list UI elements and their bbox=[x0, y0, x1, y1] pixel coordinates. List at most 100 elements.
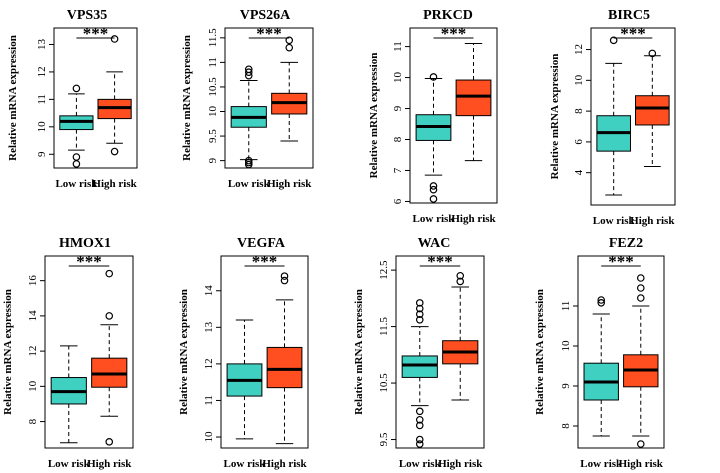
x-category-label: High risk bbox=[87, 458, 132, 470]
y-tick-label: 11.5 bbox=[378, 317, 390, 336]
y-tick-label: 11 bbox=[207, 57, 219, 68]
box-high-risk bbox=[266, 346, 303, 389]
plot-frame bbox=[224, 27, 314, 169]
panel-title: WAC bbox=[418, 236, 451, 251]
y-tick-label: 11 bbox=[203, 395, 215, 406]
plot-frame bbox=[577, 255, 665, 449]
y-tick-label: 10 bbox=[36, 121, 48, 133]
y-tick-label: 12 bbox=[203, 358, 215, 369]
outlier-point bbox=[415, 435, 424, 444]
panel-title: VPS26A bbox=[240, 8, 291, 23]
significance-stars: *** bbox=[252, 252, 278, 271]
outlier-point bbox=[415, 407, 424, 416]
outlier-point bbox=[244, 71, 253, 80]
x-category-label: High risk bbox=[92, 178, 137, 190]
box-low-risk bbox=[401, 355, 438, 378]
outlier-point bbox=[285, 36, 294, 45]
y-tick-label: 10 bbox=[573, 74, 585, 86]
y-tick-label: 6 bbox=[392, 198, 404, 204]
y-axis-label: Relative mRNA expression bbox=[368, 53, 380, 179]
y-tick-label: 14 bbox=[27, 310, 39, 322]
y-tick-label: 10 bbox=[27, 380, 39, 392]
outlier-point bbox=[609, 36, 618, 45]
x-category-label: High risk bbox=[262, 458, 307, 470]
outlier-point bbox=[415, 440, 424, 448]
outlier-point bbox=[244, 160, 253, 169]
y-tick-label: 16 bbox=[27, 275, 39, 287]
panel-vps35: VPS35 Relative mRNA expression 9 10 11 12 13 Lo… bbox=[7, 8, 138, 190]
outlier-point bbox=[280, 276, 289, 285]
x-category-label: High risk bbox=[619, 458, 664, 470]
panel-title: HMOX1 bbox=[59, 236, 111, 251]
y-tick-label: 9 bbox=[392, 105, 404, 111]
outlier-point bbox=[636, 440, 645, 448]
outlier-point bbox=[415, 415, 424, 424]
y-axis-label: Relative mRNA expression bbox=[549, 54, 561, 180]
significance-stars: *** bbox=[620, 24, 646, 43]
outlier-point bbox=[110, 147, 119, 156]
plot-frame bbox=[220, 255, 309, 449]
outlier-point bbox=[636, 274, 645, 282]
y-axis-label: Relative mRNA expression bbox=[7, 35, 19, 161]
y-tick-label: 12.5 bbox=[378, 260, 390, 280]
y-tick-label: 10 bbox=[203, 431, 215, 443]
outlier-point bbox=[456, 277, 465, 286]
x-category-label: Low risk bbox=[48, 458, 91, 470]
outlier-point bbox=[636, 294, 645, 302]
outlier-point bbox=[597, 298, 606, 307]
outlier-point bbox=[429, 195, 438, 203]
y-tick-label: 9.5 bbox=[207, 129, 219, 143]
outlier-point bbox=[415, 421, 424, 430]
y-tick-label: 4 bbox=[573, 169, 585, 175]
x-category-label: Low risk bbox=[413, 213, 456, 225]
x-category-label: Low risk bbox=[399, 458, 442, 470]
y-axis-label: Relative mRNA expression bbox=[534, 289, 546, 415]
outlier-point bbox=[456, 271, 465, 280]
outlier-point bbox=[429, 185, 438, 194]
outlier-point bbox=[415, 316, 424, 324]
x-category-label: Low risk bbox=[593, 215, 636, 227]
y-tick-label: 10 bbox=[392, 72, 404, 84]
outlier-point bbox=[597, 296, 606, 304]
plot-frame bbox=[53, 27, 138, 169]
y-tick-label: 7 bbox=[392, 167, 404, 173]
significance-stars: *** bbox=[608, 252, 634, 271]
y-tick-label: 9 bbox=[36, 151, 48, 157]
outlier-point bbox=[648, 49, 657, 58]
x-category-label: High risk bbox=[438, 458, 483, 470]
panel-title: VPS35 bbox=[67, 8, 107, 23]
x-category-label: High risk bbox=[630, 215, 675, 227]
panel-hmox1: HMOX1 Relative mRNA expression 8 10 12 14 16 Lo… bbox=[2, 236, 134, 470]
y-tick-label: 13 bbox=[203, 321, 215, 333]
y-tick-label: 10 bbox=[207, 106, 219, 118]
y-tick-label: 10 bbox=[560, 340, 572, 352]
outlier-point bbox=[244, 68, 253, 77]
outlier-point bbox=[72, 84, 81, 93]
outlier-point bbox=[105, 438, 114, 446]
outlier-point bbox=[285, 43, 294, 52]
outlier-point bbox=[429, 182, 438, 190]
plot-frame bbox=[44, 255, 134, 449]
significance-stars: *** bbox=[256, 24, 282, 43]
outlier-point bbox=[110, 35, 119, 43]
outlier-point bbox=[280, 272, 289, 280]
y-axis-label: Relative mRNA expression bbox=[178, 289, 190, 415]
panel-prkcd: PRKCD Relative mRNA expression 6 7 8 9 10 11 Low… bbox=[368, 8, 498, 225]
y-tick-label: 9 bbox=[560, 383, 572, 389]
y-tick-label: 6 bbox=[573, 139, 585, 145]
panel-title: VEGFA bbox=[237, 236, 286, 251]
plot-frame bbox=[409, 27, 498, 204]
y-tick-label: 10.5 bbox=[378, 373, 390, 393]
outlier-point bbox=[415, 304, 424, 313]
x-category-label: Low risk bbox=[228, 178, 271, 190]
x-category-label: Low risk bbox=[224, 458, 267, 470]
x-category-label: Low risk bbox=[55, 178, 98, 190]
y-axis-label: Relative mRNA expression bbox=[181, 35, 193, 161]
x-category-label: Low risk bbox=[580, 458, 623, 470]
panel-birc5: BIRC5 Relative mRNA expression 4 6 8 10 12 Low … bbox=[549, 8, 676, 227]
outlier-point bbox=[429, 73, 438, 81]
y-tick-label: 11 bbox=[36, 94, 48, 105]
panel-title: BIRC5 bbox=[608, 8, 650, 23]
panel-title: PRKCD bbox=[423, 8, 473, 23]
